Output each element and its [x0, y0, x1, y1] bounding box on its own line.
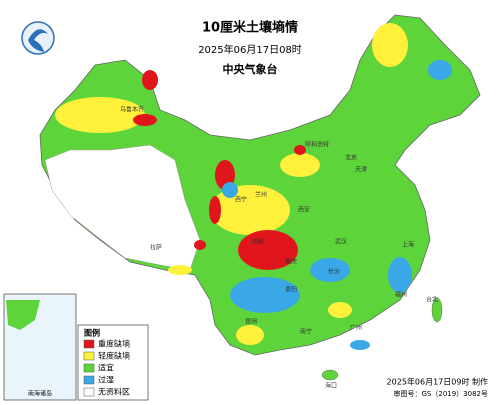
place: 成都 — [252, 238, 264, 246]
light-deficit-areas — [55, 23, 408, 345]
legend-label: 适宜 — [98, 363, 114, 373]
inset-label: 南海诸岛 — [28, 390, 52, 398]
wet-areas — [222, 60, 452, 350]
place: 海口 — [325, 382, 337, 390]
subtitle: 2025年06月17日08时 — [198, 43, 302, 56]
place: 兰州 — [255, 191, 267, 199]
place: 武汉 — [335, 238, 347, 246]
legend-title: 图例 — [84, 328, 100, 338]
inset: 南海诸岛 — [3, 293, 77, 401]
country-shape — [39, 14, 481, 356]
place: 昆明 — [245, 319, 257, 326]
legend-label: 过湿 — [98, 375, 114, 385]
place: 呼和浩特 — [305, 141, 329, 149]
place: 乌鲁木齐 — [120, 106, 144, 114]
legend-label: 重度缺墒 — [98, 339, 130, 349]
legend-swatch — [83, 363, 95, 373]
taiwan — [431, 297, 443, 323]
place: 上海 — [402, 241, 414, 249]
legend-swatch — [83, 351, 95, 361]
logo — [21, 21, 55, 55]
place: 福州 — [395, 291, 407, 299]
legend-swatch — [83, 339, 95, 349]
place: 长沙 — [328, 268, 340, 276]
place: 西宁 — [235, 196, 247, 204]
place-labels: 北京 天津 呼和浩特 西安 兰州 成都 重庆 武汉 上海 长沙 贵阳 昆明 南宁… — [120, 106, 438, 390]
legend-swatch — [83, 375, 95, 385]
place: 重庆 — [285, 258, 297, 266]
place: 拉萨 — [150, 244, 162, 252]
place: 西安 — [298, 206, 310, 214]
footer-approval: 审图号：GS（2019）3082号 — [394, 389, 489, 398]
place: 天津 — [355, 167, 367, 174]
title: 10厘米土壤墒情 — [202, 20, 298, 36]
legend-label: 轻度缺墒 — [98, 351, 130, 361]
place: 贵阳 — [285, 286, 297, 294]
place: 南宁 — [300, 328, 312, 336]
footer-made: 2025年06月17日09时 制作 — [387, 377, 488, 387]
place: 北京 — [345, 154, 357, 162]
legend-label: 无资料区 — [98, 387, 130, 397]
legend-swatch — [83, 387, 95, 397]
issuer: 中央气象台 — [223, 62, 278, 76]
severe-deficit-areas — [133, 70, 306, 270]
no-data-region — [44, 144, 201, 271]
hainan — [321, 369, 339, 381]
place: 广州 — [350, 324, 362, 332]
place: 台北 — [426, 296, 438, 304]
